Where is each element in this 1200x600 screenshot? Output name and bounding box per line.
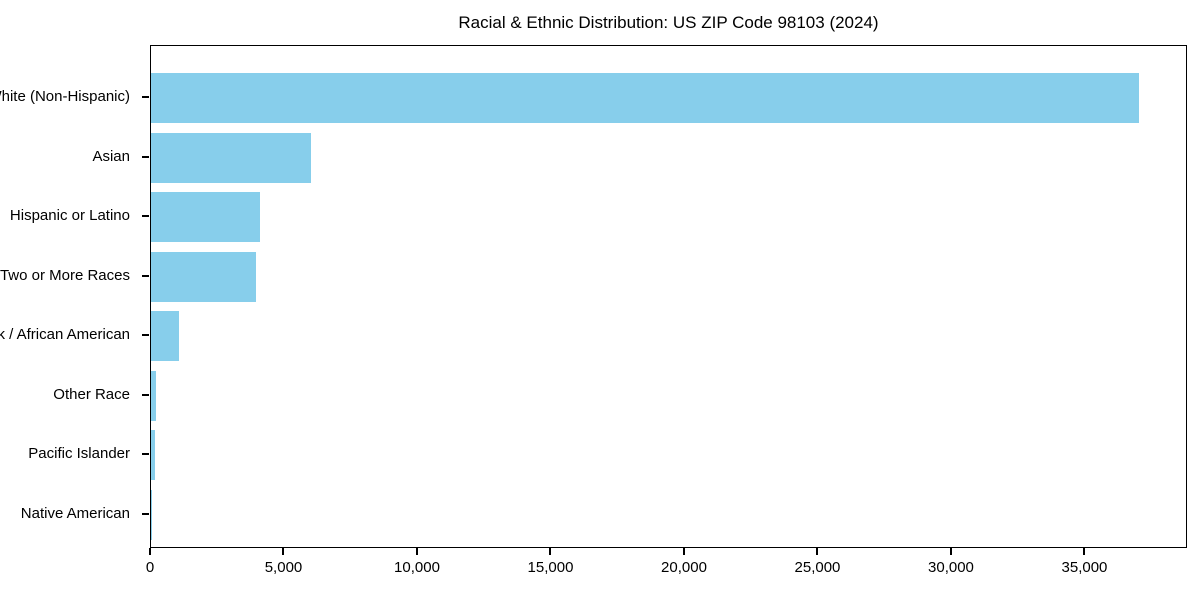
y-tick-label: Hispanic or Latino: [9, 207, 130, 225]
x-tick-label: 20,000: [661, 559, 707, 576]
y-tick-label: Black / African American: [0, 326, 130, 344]
bar: [151, 370, 157, 421]
y-tick: [142, 215, 149, 218]
x-tick: [282, 548, 285, 555]
bar: [151, 251, 257, 302]
x-tick-label: 10,000: [394, 559, 440, 576]
y-tick: [142, 274, 149, 277]
x-tick-label: 0: [145, 559, 155, 576]
x-tick-label: 30,000: [928, 559, 974, 576]
y-axis-labels: White (Non-Hispanic) Asian Hispanic or Lat…: [0, 45, 140, 548]
bar: [151, 192, 261, 243]
x-tick-label: 25,000: [794, 559, 841, 576]
y-tick-label: White (Non-Hispanic): [0, 88, 130, 105]
y-tick-label: Two or More Races: [0, 266, 130, 284]
x-tick-label: 15,000: [527, 559, 574, 576]
y-tick-label: Native American: [20, 504, 130, 522]
x-axis: 0 5,000 10,000 15,000 20,000 25,000 30,000 35,0…: [146, 548, 1187, 593]
bar: [151, 132, 312, 183]
x-tick: [1083, 548, 1086, 555]
y-tick: [142, 334, 149, 337]
y-tick: [142, 393, 149, 396]
y-tick: [142, 512, 149, 515]
y-tick: [142, 453, 149, 456]
bar: [151, 73, 1139, 123]
x-tick: [949, 548, 952, 555]
y-tick-label: Other Race: [53, 385, 130, 403]
x-tick-label: 35,000: [1061, 559, 1108, 576]
x-tick: [549, 548, 552, 555]
bar: [151, 430, 155, 481]
y-tick: [142, 96, 149, 98]
plot-area: [150, 45, 1187, 548]
y-tick-label: Pacific Islander: [28, 445, 130, 463]
x-tick: [415, 548, 418, 555]
x-tick: [149, 548, 151, 555]
y-axis-ticks: [142, 45, 150, 548]
x-tick-label: 5,000: [264, 559, 303, 576]
y-tick-label: Asian: [92, 147, 130, 165]
y-tick: [142, 155, 149, 158]
x-tick: [816, 548, 819, 555]
chart-title: Racial & Ethnic Distribution: US ZIP Cod…: [458, 13, 879, 32]
bar: [151, 489, 153, 540]
bar: [151, 311, 180, 362]
x-tick: [682, 548, 685, 555]
